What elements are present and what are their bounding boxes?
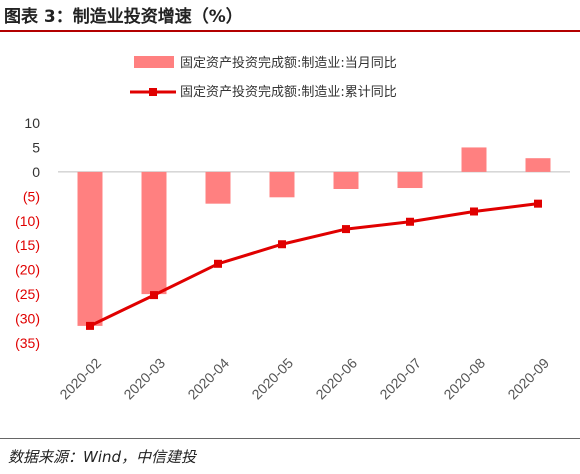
y-axis: 10 5 0 (5) (10) (15) (20) (25) (30) (35): [15, 115, 40, 351]
x-tick-label: 2020-02: [56, 355, 104, 403]
chart: 固定资产投资完成额:制造业:当月同比 固定资产投资完成额:制造业:累计同比 10…: [15, 55, 570, 403]
legend-line-marker: [149, 88, 157, 96]
x-tick-label: 2020-07: [376, 355, 424, 403]
y-tick-label: 0: [32, 164, 40, 180]
line-point: [534, 199, 542, 208]
legend: 固定资产投资完成额:制造业:当月同比 固定资产投资完成额:制造业:累计同比: [130, 55, 397, 100]
bar: [397, 171, 423, 189]
bar: [269, 171, 295, 198]
figure-title: 图表 3：制造业投资增速（%）: [4, 7, 243, 27]
y-tick-label: (20): [15, 262, 40, 278]
line-point: [278, 240, 286, 249]
line-point: [406, 217, 414, 226]
bar: [77, 171, 103, 326]
legend-bar-swatch: [134, 56, 174, 68]
legend-line-label: 固定资产投资完成额:制造业:累计同比: [180, 84, 397, 100]
bar: [333, 171, 359, 189]
y-tick-label: (10): [15, 213, 40, 229]
footer-rule: [0, 438, 580, 439]
line-point: [150, 291, 158, 300]
y-tick-label: (5): [23, 188, 40, 204]
x-tick-label: 2020-05: [248, 355, 296, 403]
y-tick-label: (30): [15, 311, 40, 327]
source-note: 数据来源：Wind，中信建投: [8, 448, 197, 466]
y-tick-label: 10: [24, 115, 40, 131]
bar-series: [77, 147, 551, 326]
line-series: [86, 199, 542, 330]
line-point: [86, 321, 94, 330]
cumulative-line: [89, 202, 539, 328]
x-tick-label: 2020-06: [312, 355, 360, 403]
x-axis: 2020-02 2020-03 2020-04 2020-05 2020-06 2020-…: [56, 355, 552, 403]
bar: [141, 171, 167, 295]
bar: [461, 147, 487, 172]
line-point: [214, 259, 222, 268]
bar: [205, 171, 231, 204]
x-tick-label: 2020-04: [184, 355, 232, 403]
x-tick-label: 2020-09: [504, 355, 552, 403]
line-point: [470, 207, 478, 216]
y-tick-label: (15): [15, 237, 40, 253]
y-tick-label: 5: [32, 139, 40, 155]
x-tick-label: 2020-03: [120, 355, 168, 403]
bar: [525, 158, 551, 172]
line-point: [342, 225, 350, 234]
x-tick-label: 2020-08: [440, 355, 488, 403]
legend-bar-label: 固定资产投资完成额:制造业:当月同比: [180, 55, 397, 71]
y-tick-label: (35): [15, 335, 40, 351]
y-tick-label: (25): [15, 286, 40, 302]
title-rule: [0, 30, 580, 32]
